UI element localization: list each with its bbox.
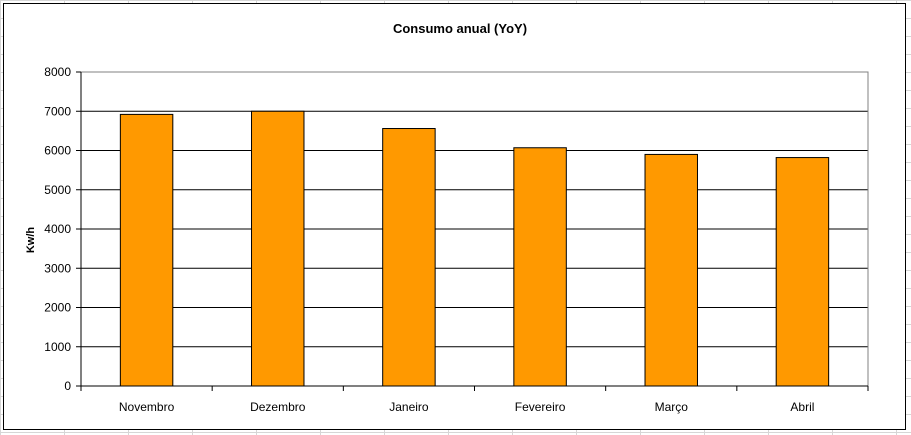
x-tick-label: Novembro bbox=[119, 400, 175, 414]
bar-abril[interactable] bbox=[775, 157, 830, 387]
y-tick-label: 1000 bbox=[44, 340, 71, 354]
bar-novembro[interactable] bbox=[119, 113, 174, 387]
x-tick-label: Dezembro bbox=[250, 400, 306, 414]
x-tick-label: Fevereiro bbox=[515, 400, 566, 414]
bar-fevereiro[interactable] bbox=[513, 147, 567, 387]
x-tick-label: Janeiro bbox=[389, 400, 429, 414]
gridlines-group bbox=[81, 71, 868, 348]
bars-group bbox=[119, 110, 830, 387]
y-tick-label: 6000 bbox=[44, 144, 71, 158]
y-tick-label: 7000 bbox=[44, 104, 71, 118]
chart-title: Consumo anual (YoY) bbox=[393, 21, 527, 36]
bar-mar-o[interactable] bbox=[644, 153, 698, 387]
x-tick-label: Março bbox=[655, 400, 689, 414]
y-tick-label: 2000 bbox=[44, 301, 71, 315]
x-axis-ticks: Novembro Dezembro Janeiro Fevereiro Março Abr… bbox=[80, 385, 869, 414]
bar-chart: Consumo anual (YoY) 0 1000 2000 3000 4000 500… bbox=[25, 21, 869, 414]
bar-dezembro[interactable] bbox=[251, 110, 305, 387]
chart-area[interactable]: Consumo anual (YoY) 0 1000 2000 3000 4000 500… bbox=[3, 3, 906, 430]
y-axis-title: Kw/h bbox=[25, 227, 37, 254]
y-tick-label: 3000 bbox=[44, 261, 71, 275]
y-tick-label: 8000 bbox=[44, 65, 71, 79]
y-tick-label: 4000 bbox=[44, 222, 71, 236]
bar-janeiro[interactable] bbox=[382, 128, 436, 387]
y-tick-label: 0 bbox=[64, 379, 71, 393]
y-tick-label: 5000 bbox=[44, 183, 71, 197]
y-axis-ticks: 0 1000 2000 3000 4000 5000 6000 7000 8000 bbox=[44, 65, 82, 393]
x-tick-label: Abril bbox=[790, 400, 814, 414]
